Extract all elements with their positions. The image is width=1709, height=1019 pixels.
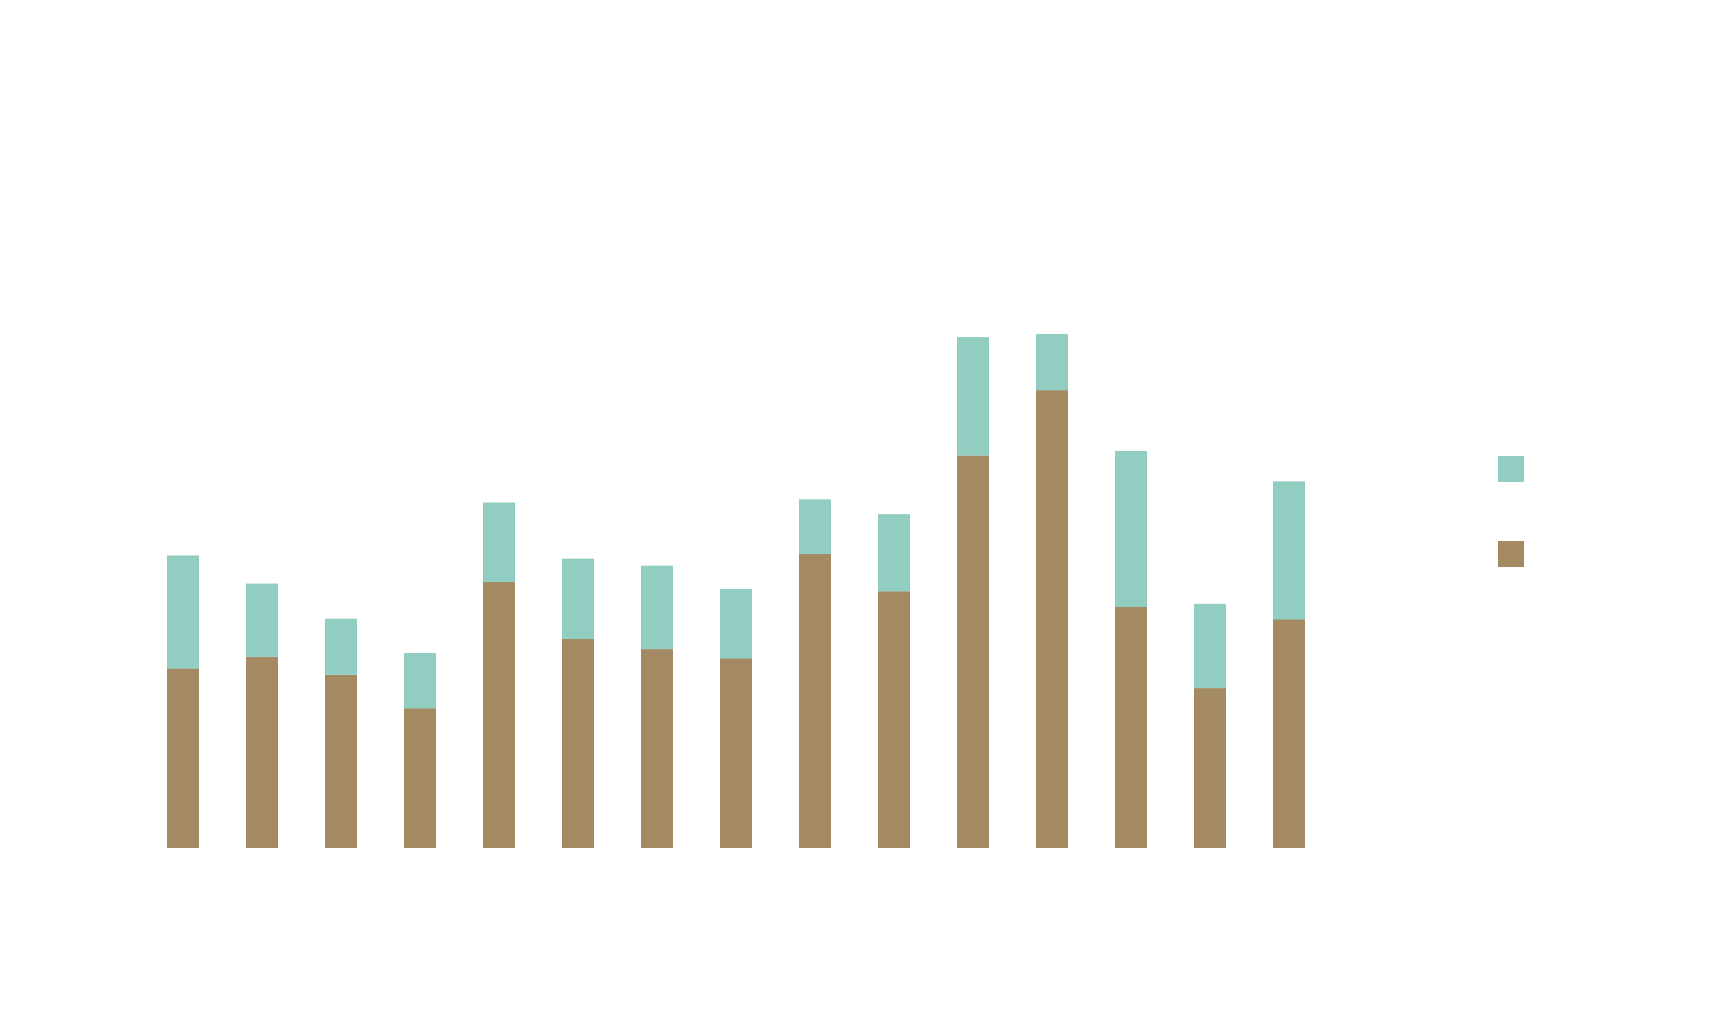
bar-segment-series2-12 <box>1036 333 1068 391</box>
legend-swatch-series2 <box>1498 456 1524 482</box>
bar-segment-series1-5 <box>483 582 515 848</box>
bar-segment-series1-14 <box>1194 688 1226 848</box>
bar-segment-series1-9 <box>799 553 831 848</box>
bar-segment-series2-4 <box>404 653 436 709</box>
bar-segment-series1-8 <box>720 658 752 848</box>
bar-segment-series2-6 <box>562 558 594 639</box>
bar-segment-series1-10 <box>878 591 910 848</box>
bar-segment-series2-11 <box>957 337 989 456</box>
bar-segment-series2-8 <box>720 589 752 659</box>
bar-segment-series1-12 <box>1036 390 1068 848</box>
bar-segment-series2-2 <box>246 583 278 657</box>
bar-segment-series2-15 <box>1273 481 1305 620</box>
bar-segment-series2-1 <box>167 555 199 669</box>
bar-segment-series1-6 <box>562 638 594 848</box>
bar-segment-series2-3 <box>325 618 357 675</box>
bar-segment-series1-15 <box>1273 619 1305 848</box>
legend-swatch-series1 <box>1498 541 1524 567</box>
bar-segment-series2-9 <box>799 499 831 554</box>
bar-segment-series1-4 <box>404 708 436 848</box>
bar-segment-series2-7 <box>641 565 673 650</box>
bar-segment-series1-11 <box>957 455 989 848</box>
bar-segment-series1-2 <box>246 656 278 848</box>
bar-segment-series2-14 <box>1194 603 1226 689</box>
bar-segment-series2-13 <box>1115 450 1147 607</box>
bar-segment-series1-7 <box>641 649 673 848</box>
bar-segment-series1-3 <box>325 674 357 848</box>
bars-layer <box>167 333 1305 848</box>
legend <box>1498 456 1524 567</box>
bar-segment-series1-13 <box>1115 606 1147 848</box>
bar-segment-series2-10 <box>878 514 910 592</box>
bar-segment-series1-1 <box>167 668 199 848</box>
bar-segment-series2-5 <box>483 502 515 583</box>
